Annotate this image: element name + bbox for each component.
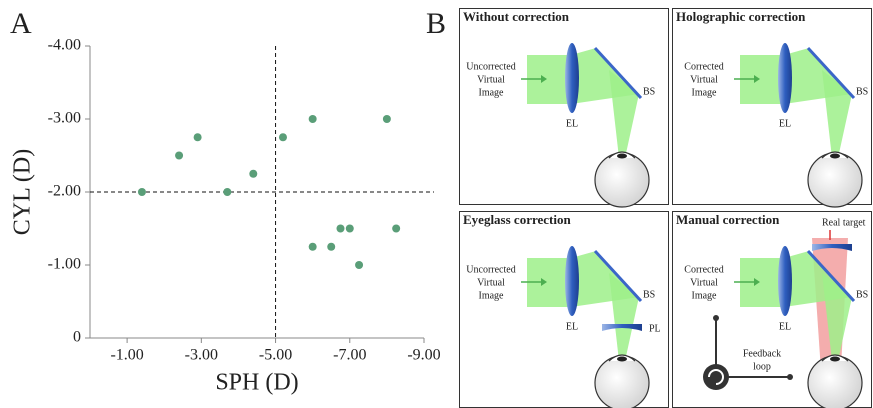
x-tick-label: -7.00: [333, 347, 366, 364]
data-point: [355, 261, 364, 269]
real-target: [812, 244, 852, 251]
beam: [609, 273, 639, 361]
data-point: [392, 224, 401, 233]
data-point: [137, 188, 146, 196]
eye: [594, 355, 650, 408]
data-point: [249, 169, 258, 178]
beam: [609, 70, 639, 158]
panel-title: Manual correction: [676, 212, 780, 227]
y-tick-label: -2.00: [48, 183, 81, 200]
diagram-panel: Manual correction Corrected Virtual Image EL…: [672, 211, 872, 408]
beam-splitter: [593, 46, 643, 100]
eye: [594, 152, 650, 208]
splitter-label: BS: [856, 86, 868, 97]
arrow-head: [754, 75, 760, 83]
eyepiece-lens: [565, 43, 579, 113]
pupil: [830, 153, 840, 159]
panel-title: Holographic correction: [676, 9, 806, 24]
panel-title: Without correction: [463, 9, 570, 24]
eye: [807, 152, 863, 208]
image-label: Virtual: [690, 277, 718, 288]
image-label: Image: [479, 87, 505, 98]
arrow-head: [541, 75, 547, 83]
lens-label: EL: [566, 321, 578, 332]
y-tick-label: -1.00: [48, 256, 81, 273]
feedback-label: Feedback: [743, 348, 781, 359]
pupil: [830, 356, 840, 362]
image-label: Uncorrected: [466, 264, 515, 275]
x-tick-label: -9.00: [407, 347, 440, 364]
diagram-panel: Eyeglass correction Uncorrected Virtual Ima…: [459, 211, 669, 408]
feedback-label: loop: [753, 361, 771, 372]
pupil: [617, 356, 627, 362]
beam-splitter: [593, 249, 643, 303]
eyeglass-lens: [602, 324, 642, 331]
y-axis-label: CYL (D): [10, 149, 36, 235]
arrow-head: [541, 278, 547, 286]
image-label: Virtual: [690, 74, 718, 85]
image-label: Corrected: [684, 264, 723, 275]
feedback-icon-arrow: [708, 369, 724, 385]
beam: [822, 70, 852, 158]
image-label: Image: [479, 290, 505, 301]
data-point: [308, 242, 317, 251]
image-label: Virtual: [477, 277, 505, 288]
eyepiece-lens: [778, 246, 792, 316]
beam: [822, 273, 852, 361]
eyeglass-label: PL: [649, 323, 661, 334]
splitter-label: BS: [643, 289, 655, 300]
eyepiece-lens: [778, 43, 792, 113]
image-label: Corrected: [684, 61, 723, 72]
arrow-head: [754, 278, 760, 286]
data-point: [327, 242, 336, 251]
diagram-panel: Without correction Uncorrected Virtual Imag…: [459, 8, 669, 208]
eye: [807, 355, 863, 408]
x-tick-label: -5.00: [259, 347, 292, 364]
data-point: [175, 151, 184, 160]
pupil: [617, 153, 627, 159]
diagram-panel: Holographic correction Corrected Virtual Im…: [672, 8, 872, 208]
data-point: [382, 115, 391, 123]
beam-splitter: [806, 46, 856, 100]
panel-label: A: [10, 7, 32, 40]
eyepiece-lens: [565, 246, 579, 316]
lens-label: EL: [779, 321, 791, 332]
splitter-label: BS: [856, 289, 868, 300]
y-tick-label: -3.00: [48, 110, 81, 127]
splitter-label: BS: [643, 86, 655, 97]
data-point: [278, 133, 287, 142]
x-axis-label: SPH (D): [215, 370, 298, 396]
feedback-node: [713, 315, 719, 321]
x-tick-label: -1.00: [110, 347, 143, 364]
y-tick-label: -4.00: [48, 37, 81, 54]
lens-label: EL: [566, 118, 578, 129]
data-point: [308, 115, 317, 123]
beam-splitter: [806, 249, 856, 303]
data-point: [345, 224, 354, 233]
y-tick-label: 0: [73, 329, 81, 346]
image-label: Image: [692, 290, 718, 301]
feedback-icon: [703, 364, 729, 390]
feedback-node: [787, 374, 793, 380]
x-tick-label: -3.00: [185, 347, 218, 364]
data-point: [223, 188, 232, 196]
image-label: Virtual: [477, 74, 505, 85]
data-point: [193, 133, 202, 142]
lens-label: EL: [779, 118, 791, 129]
target-label: Real target: [822, 217, 866, 228]
panel-title: Eyeglass correction: [463, 212, 571, 227]
panel-label: B: [426, 7, 446, 40]
image-label: Uncorrected: [466, 61, 515, 72]
data-point: [336, 224, 345, 233]
image-label: Image: [692, 87, 718, 98]
